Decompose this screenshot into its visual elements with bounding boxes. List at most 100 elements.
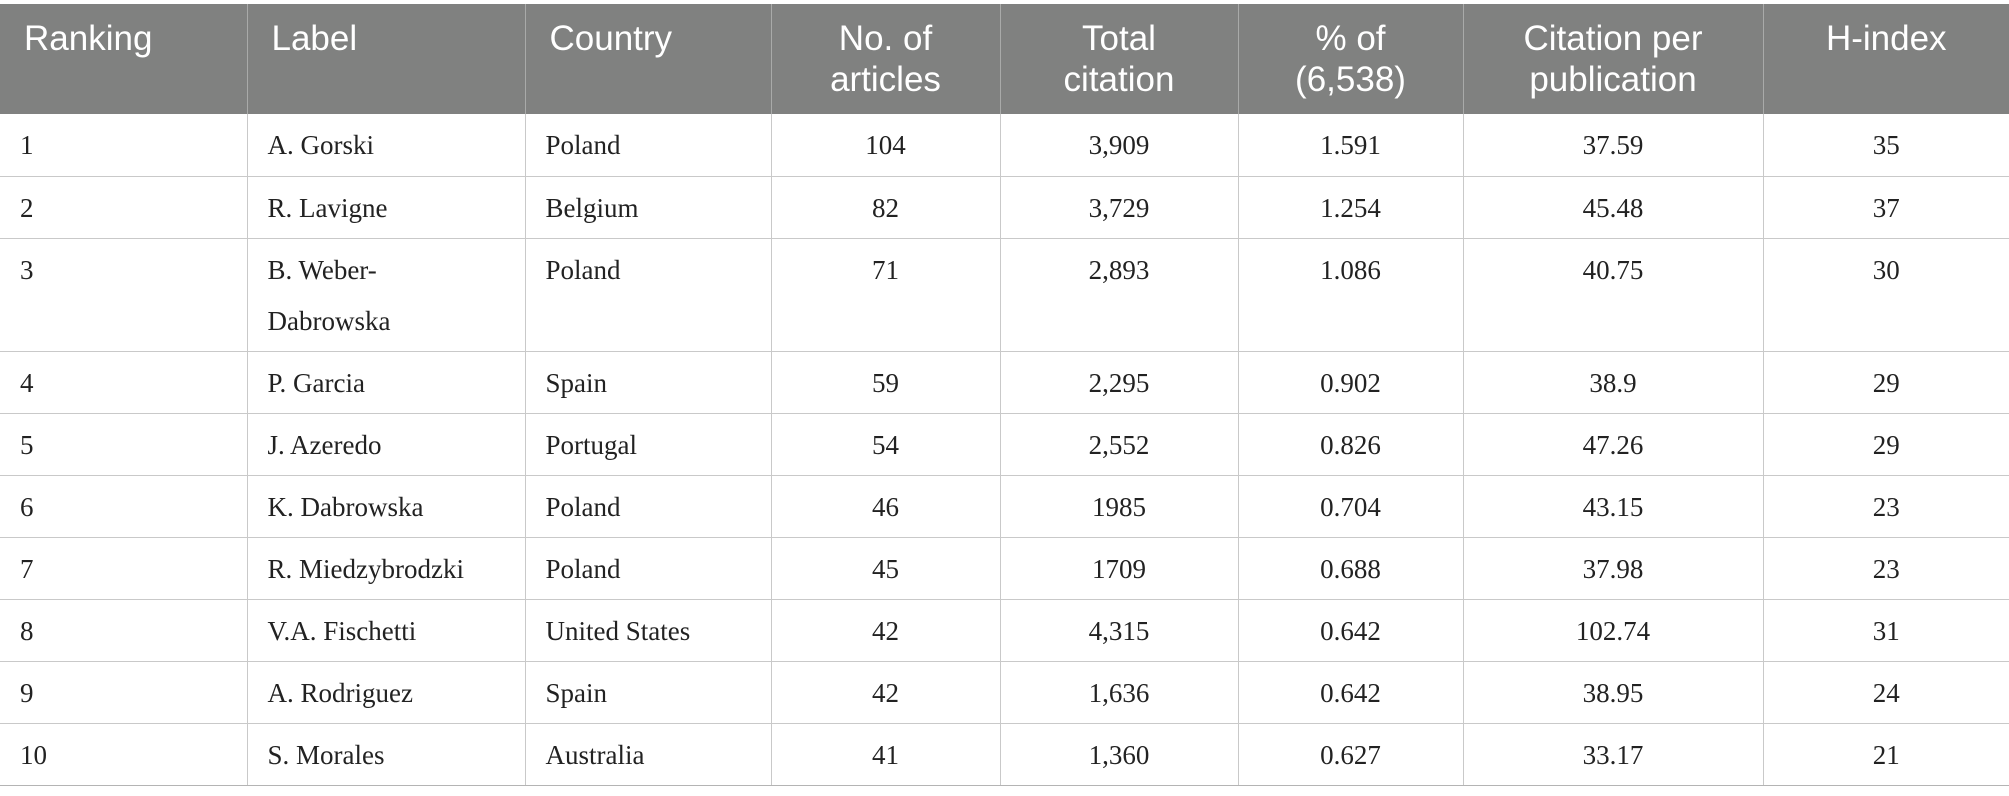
- cell-total-citation: 1985: [999, 475, 1238, 538]
- cell-citation-per-publication: 45.48: [1462, 176, 1763, 239]
- table-row: 7 R. Miedzybrodzki Poland 45 1709 0.688 37.98 2…: [0, 537, 2009, 600]
- cell-total-citation: 1,636: [999, 661, 1238, 724]
- cell-label: P. Garcia: [246, 351, 525, 414]
- table-header: Ranking Label Country No. of articles Tot…: [0, 4, 2009, 114]
- cell-ranking: 9: [0, 661, 247, 724]
- cell-percent: 1.254: [1237, 176, 1463, 239]
- header-row: Ranking Label Country No. of articles Tot…: [0, 4, 2009, 114]
- cell-percent: 1.591: [1237, 114, 1463, 177]
- cell-ranking: 4: [0, 351, 247, 414]
- cell-citation-per-publication: 37.98: [1462, 537, 1763, 600]
- cell-total-citation: 1,360: [999, 723, 1238, 786]
- cell-percent: 0.704: [1237, 475, 1463, 538]
- cell-country: Belgium: [524, 176, 771, 239]
- cell-ranking: 8: [0, 599, 247, 662]
- cell-country: Spain: [524, 351, 771, 414]
- cell-label: A. Rodriguez: [246, 661, 525, 724]
- table-row: 1 A. Gorski Poland 104 3,909 1.591 37.59 35: [0, 114, 2009, 177]
- cell-total-citation: 2,552: [999, 413, 1238, 476]
- table-row: 9 A. Rodriguez Spain 42 1,636 0.642 38.95 24: [0, 661, 2009, 724]
- author-ranking-table-container: Ranking Label Country No. of articles Tot…: [0, 4, 2009, 786]
- table-row: 2 R. Lavigne Belgium 82 3,729 1.254 45.48 37: [0, 176, 2009, 239]
- cell-label: R. Lavigne: [246, 176, 525, 239]
- header-articles: No. of articles: [770, 4, 1000, 114]
- cell-citation-per-publication: 43.15: [1462, 475, 1763, 538]
- cell-ranking: 3: [0, 238, 247, 352]
- table-row: 6 K. Dabrowska Poland 46 1985 0.704 43.15 23: [0, 475, 2009, 538]
- cell-percent: 0.826: [1237, 413, 1463, 476]
- cell-total-citation: 3,909: [999, 114, 1238, 177]
- cell-h-index: 30: [1762, 238, 2009, 352]
- cell-percent: 0.642: [1237, 599, 1463, 662]
- cell-ranking: 10: [0, 723, 247, 786]
- cell-citation-per-publication: 33.17: [1462, 723, 1763, 786]
- cell-ranking: 5: [0, 413, 247, 476]
- cell-label: B. Weber- Dabrowska: [246, 238, 525, 352]
- cell-articles: 71: [770, 238, 1000, 352]
- table-row: 10 S. Morales Australia 41 1,360 0.627 33.17 21: [0, 723, 2009, 786]
- cell-articles: 42: [770, 661, 1000, 724]
- cell-h-index: 29: [1762, 351, 2009, 414]
- cell-country: Portugal: [524, 413, 771, 476]
- cell-country: United States: [524, 599, 771, 662]
- cell-articles: 104: [770, 114, 1000, 177]
- cell-articles: 42: [770, 599, 1000, 662]
- header-h-index: H-index: [1762, 4, 2009, 114]
- cell-percent: 1.086: [1237, 238, 1463, 352]
- header-total-citation: Total citation: [999, 4, 1238, 114]
- header-ranking: Ranking: [0, 4, 247, 114]
- cell-articles: 82: [770, 176, 1000, 239]
- cell-h-index: 35: [1762, 114, 2009, 177]
- cell-label: V.A. Fischetti: [246, 599, 525, 662]
- cell-country: Australia: [524, 723, 771, 786]
- header-citation-per-publication: Citation per publication: [1462, 4, 1763, 114]
- cell-h-index: 29: [1762, 413, 2009, 476]
- cell-articles: 45: [770, 537, 1000, 600]
- cell-total-citation: 2,295: [999, 351, 1238, 414]
- cell-citation-per-publication: 102.74: [1462, 599, 1763, 662]
- table-row: 5 J. Azeredo Portugal 54 2,552 0.826 47.26 29: [0, 413, 2009, 476]
- cell-citation-per-publication: 37.59: [1462, 114, 1763, 177]
- table-body: 1 A. Gorski Poland 104 3,909 1.591 37.59 35 2 R. …: [0, 114, 2009, 786]
- cell-percent: 0.902: [1237, 351, 1463, 414]
- cell-citation-per-publication: 40.75: [1462, 238, 1763, 352]
- cell-citation-per-publication: 47.26: [1462, 413, 1763, 476]
- cell-h-index: 31: [1762, 599, 2009, 662]
- cell-citation-per-publication: 38.95: [1462, 661, 1763, 724]
- cell-total-citation: 3,729: [999, 176, 1238, 239]
- cell-ranking: 7: [0, 537, 247, 600]
- author-ranking-table: Ranking Label Country No. of articles Tot…: [0, 4, 2009, 786]
- cell-citation-per-publication: 38.9: [1462, 351, 1763, 414]
- cell-total-citation: 1709: [999, 537, 1238, 600]
- cell-articles: 41: [770, 723, 1000, 786]
- cell-country: Poland: [524, 238, 771, 352]
- cell-label: K. Dabrowska: [246, 475, 525, 538]
- cell-h-index: 23: [1762, 475, 2009, 538]
- header-country: Country: [524, 4, 771, 114]
- cell-h-index: 23: [1762, 537, 2009, 600]
- cell-label: R. Miedzybrodzki: [246, 537, 525, 600]
- cell-country: Poland: [524, 475, 771, 538]
- cell-articles: 59: [770, 351, 1000, 414]
- header-label: Label: [246, 4, 525, 114]
- cell-articles: 54: [770, 413, 1000, 476]
- cell-country: Poland: [524, 114, 771, 177]
- header-percent: % of (6,538): [1237, 4, 1463, 114]
- cell-country: Poland: [524, 537, 771, 600]
- table-row: 4 P. Garcia Spain 59 2,295 0.902 38.9 29: [0, 351, 2009, 414]
- cell-label: S. Morales: [246, 723, 525, 786]
- cell-h-index: 21: [1762, 723, 2009, 786]
- cell-articles: 46: [770, 475, 1000, 538]
- table-row: 3 B. Weber- Dabrowska Poland 71 2,893 1.086 40.…: [0, 238, 2009, 352]
- cell-total-citation: 4,315: [999, 599, 1238, 662]
- cell-percent: 0.688: [1237, 537, 1463, 600]
- cell-country: Spain: [524, 661, 771, 724]
- cell-h-index: 24: [1762, 661, 2009, 724]
- cell-h-index: 37: [1762, 176, 2009, 239]
- cell-ranking: 2: [0, 176, 247, 239]
- cell-label: A. Gorski: [246, 114, 525, 177]
- cell-total-citation: 2,893: [999, 238, 1238, 352]
- cell-percent: 0.642: [1237, 661, 1463, 724]
- cell-ranking: 6: [0, 475, 247, 538]
- cell-ranking: 1: [0, 114, 247, 177]
